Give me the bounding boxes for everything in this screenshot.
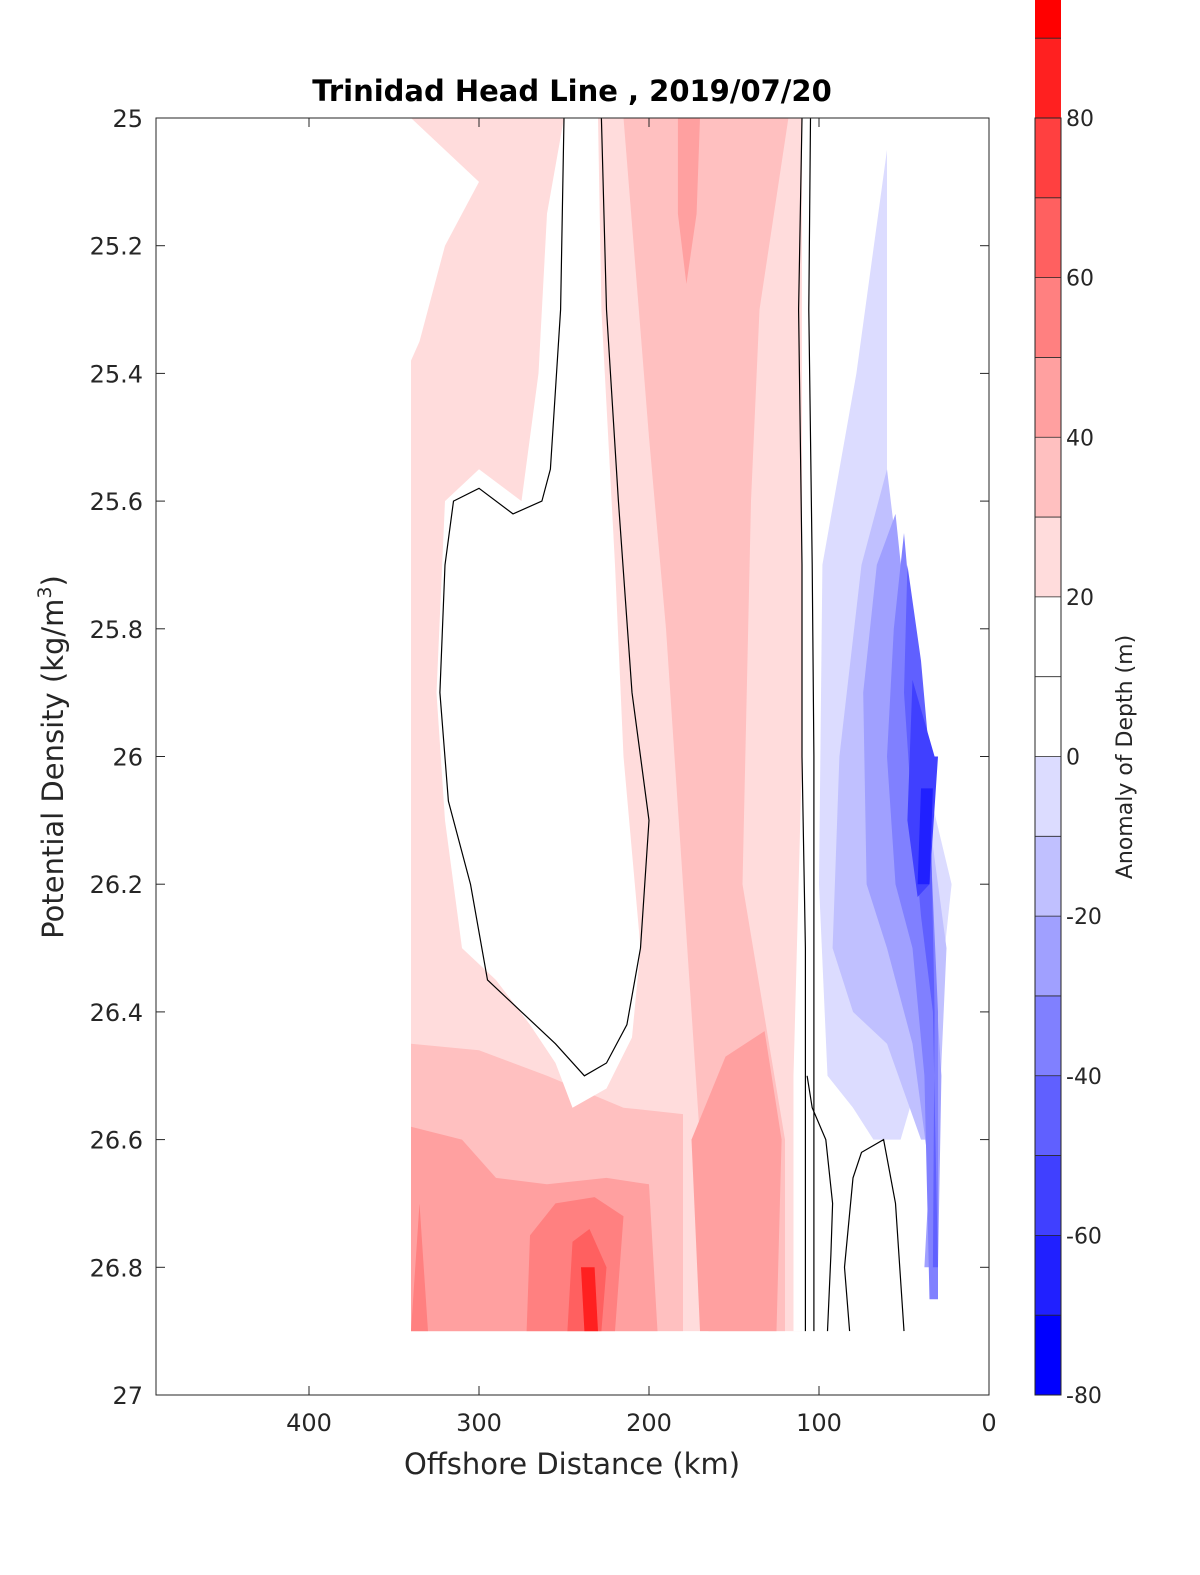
zero-contour-line-2 [797,118,807,1332]
colorbar-segment [1035,916,1061,996]
colorbar-tick-label: -80 [1066,1384,1102,1409]
colorbar-segment [1035,437,1061,518]
colorbar-segment [1035,1155,1061,1236]
colorbar-tick-label: -20 [1066,905,1102,930]
colorbar-tick-label: -40 [1066,1065,1102,1090]
chart-title: Trinidad Head Line , 2019/07/20 [312,74,832,108]
colorbar-segment [1035,517,1061,597]
zero-contour-line-1 [808,118,815,1332]
colorbar-segment [1035,0,1061,39]
contour-region-blank-2 [793,118,853,1332]
colorbar-frame [1034,117,1062,1396]
x-tick-label: 300 [456,1409,502,1437]
colorbar-segment [1035,836,1061,917]
contour-region-9-level-70 [581,1267,598,1332]
axes: 400 300 200 100 0 25 25.2 25.4 25.6 25.8 26 26.2 26.… [90,105,997,1437]
y-tick-label: 25.6 [90,488,143,516]
contour-region-blank-0 [436,118,641,1108]
colorbar-segment [1035,197,1061,278]
colorbar-segment [1035,357,1061,438]
contour-region-17-level--75 [917,788,933,885]
colorbar: 80 60 40 20 0 -20 -40 -60 -80 [1034,0,1102,1409]
colorbar-segment [1035,1235,1061,1316]
y-tick-label: 26.6 [90,1127,143,1155]
colorbar-segment [1035,118,1061,198]
y-tick-label: 25 [112,105,143,133]
x-tick-label: 100 [796,1409,842,1437]
colorbar-segment [1035,1075,1061,1156]
contour-region-3-level-35 [677,118,700,284]
y-tick-label: 25.2 [90,233,143,261]
colorbar-segment [1035,596,1061,677]
contour-region-14-level--45 [887,533,938,1300]
y-axis-label-superscript: 3 [34,586,56,598]
y-tick-label: 25.4 [90,360,143,388]
colorbar-tick-label: 40 [1066,426,1094,451]
colorbar-segment [1035,995,1061,1076]
zero-contour-line-3 [806,1075,834,1332]
y-tick-label: 26.2 [90,871,143,899]
colorbar-tick-label: 20 [1066,586,1094,611]
x-axis-label: Offshore Distance (km) [404,1447,740,1481]
contour-region-5-level-35 [691,1031,782,1332]
colorbar-segment [1035,676,1061,757]
colorbar-label: Anomaly of Depth (m) [1113,635,1138,879]
contour-region-blank-1 [411,118,479,361]
colorbar-tick-label: 0 [1066,746,1080,771]
colorbar-tick-label: -60 [1066,1224,1102,1249]
x-tick-label: 0 [981,1409,996,1437]
y-tick-label: 25.8 [90,616,143,644]
colorbar-segment [1035,756,1061,837]
y-axis-label: Potential Density (kg/m3) [34,575,70,939]
colorbar-tick-label: 80 [1066,107,1094,132]
y-tick-label: 26.4 [90,999,143,1027]
y-axis-label-main: Potential Density (kg/m [36,599,70,939]
x-tick-label: 200 [626,1409,672,1437]
zero-contour-line-4 [843,1138,905,1332]
y-axis-label-close: ) [36,575,70,586]
colorbar-segment [1035,38,1061,118]
plot-area [411,118,952,1332]
zero-contour-line-0 [439,118,650,1077]
colorbar-segment [1035,277,1061,358]
contour-region-1-level-25 [623,118,789,1332]
y-tick-label: 27 [112,1382,143,1410]
colorbar-segment [1035,1315,1061,1395]
colorbar-tick-label: 60 [1066,267,1094,292]
y-tick-label: 26.8 [90,1254,143,1282]
contour-region-6-level-45 [411,1203,428,1332]
x-tick-label: 400 [286,1409,332,1437]
y-tick-label: 26 [112,744,143,772]
